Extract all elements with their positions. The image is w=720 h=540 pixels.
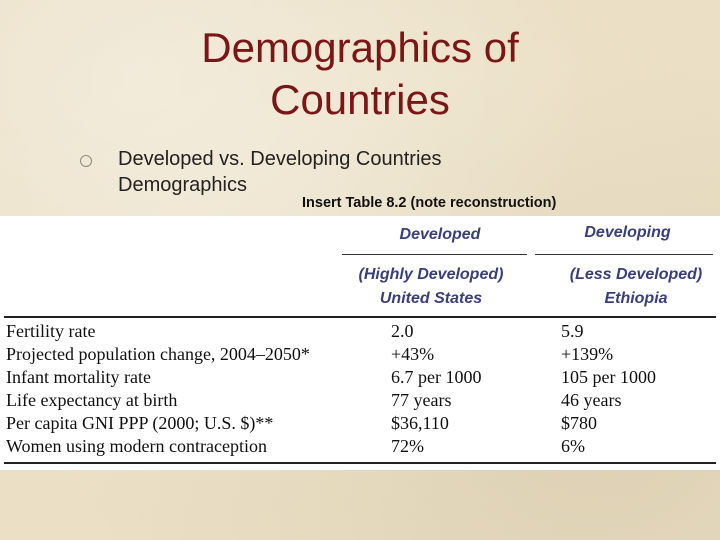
- table-row: Women using modern contraception 72% 6%: [6, 435, 714, 458]
- row-value-developing: $780: [561, 413, 597, 433]
- header-developing: Developing: [584, 224, 671, 241]
- slide-title: Demographics of Countries: [100, 22, 620, 126]
- row-value-developed: +43%: [391, 344, 435, 364]
- developing-header-rule: [535, 254, 713, 255]
- row-value-developed: $36,110: [391, 413, 449, 433]
- row-label: Fertility rate: [6, 321, 96, 341]
- table-body: Fertility rate 2.0 5.9 Projected populat…: [6, 320, 714, 458]
- row-value-developed: 2.0: [391, 321, 414, 341]
- subheader-developed: (Highly Developed) United States: [345, 263, 517, 311]
- subheader-developed-line2: United States: [379, 290, 483, 307]
- table-row: Infant mortality rate 6.7 per 1000 105 p…: [6, 366, 714, 389]
- row-value-developing: 105 per 1000: [561, 367, 656, 387]
- bullet-text: Developed vs. Developing Countries Demog…: [118, 148, 442, 196]
- row-value-developed: 77 years: [391, 390, 452, 410]
- title-line-2: Countries: [270, 76, 450, 123]
- table-bottom-rule: [4, 462, 716, 464]
- subheader-developing-line1: (Less Developed): [569, 266, 703, 283]
- row-label: Per capita GNI PPP (2000; U.S. $)**: [6, 413, 274, 433]
- insert-table-note: Insert Table 8.2 (note reconstruction): [302, 195, 557, 211]
- row-label: Life expectancy at birth: [6, 390, 178, 410]
- header-developed: Developed: [399, 226, 481, 243]
- row-value-developing: 46 years: [561, 390, 622, 410]
- title-line-1: Demographics of: [201, 24, 519, 71]
- table-row: Fertility rate 2.0 5.9: [6, 320, 714, 343]
- subheader-developing: (Less Developed) Ethiopia: [555, 263, 717, 311]
- row-value-developing: +139%: [561, 344, 614, 364]
- subheader-developing-line2: Ethiopia: [604, 290, 668, 307]
- subheader-developed-line1: (Highly Developed): [358, 266, 504, 283]
- row-label: Women using modern contraception: [6, 436, 267, 456]
- row-value-developing: 5.9: [561, 321, 584, 341]
- row-value-developed: 6.7 per 1000: [391, 367, 482, 387]
- demographics-table: Developed Developing (Highly Developed) …: [0, 216, 720, 470]
- row-label: Projected population change, 2004–2050*: [6, 344, 310, 364]
- row-value-developing: 6%: [561, 436, 585, 456]
- table-row: Per capita GNI PPP (2000; U.S. $)** $36,…: [6, 412, 714, 435]
- row-label: Infant mortality rate: [6, 367, 151, 387]
- table-top-rule: [4, 316, 716, 318]
- table-row: Projected population change, 2004–2050* …: [6, 343, 714, 366]
- bullet-circle-icon: [80, 155, 92, 167]
- row-value-developed: 72%: [391, 436, 424, 456]
- developed-header-rule: [342, 254, 527, 255]
- table-row: Life expectancy at birth 77 years 46 yea…: [6, 389, 714, 412]
- bullet-item: Developed vs. Developing Countries Demog…: [80, 146, 540, 198]
